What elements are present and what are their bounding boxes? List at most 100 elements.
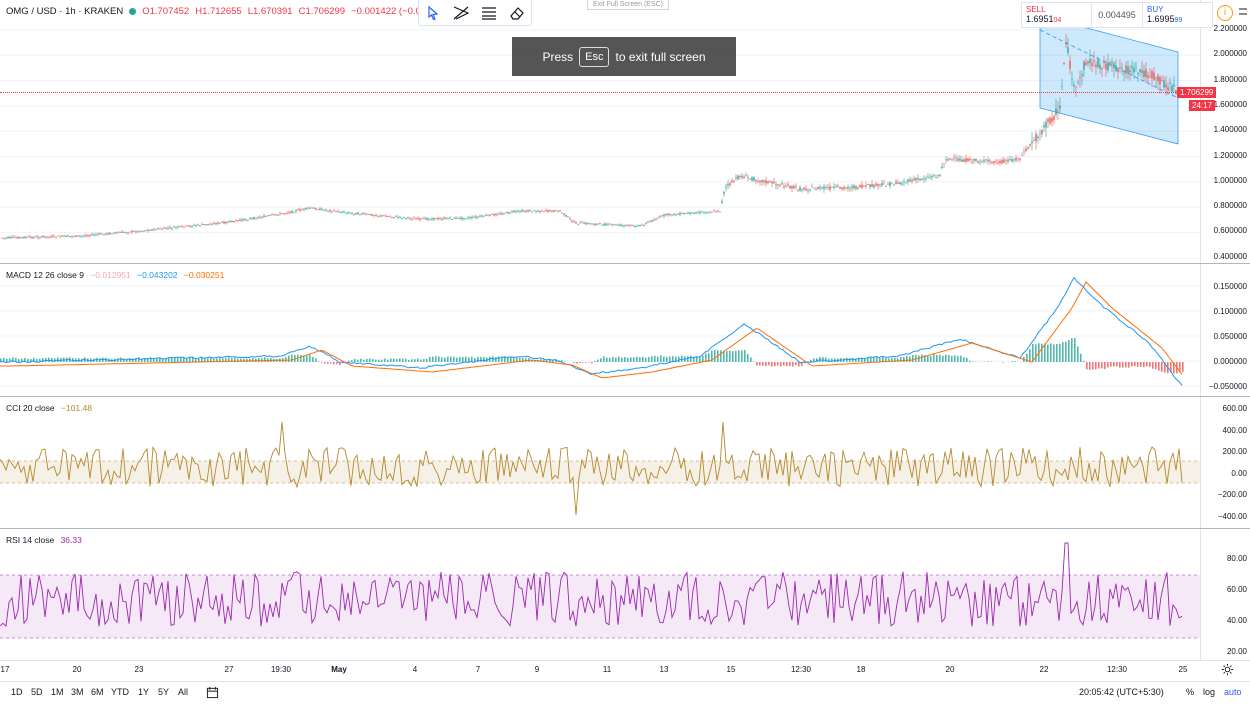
range-button-1d[interactable]: 1D [11,687,23,697]
candle-body [751,177,752,180]
candle-body [387,216,388,217]
macd-histogram-bar [315,358,317,362]
bottom-toolbar: 1D 5D 1M 3M 6M YTD 1Y 5Y All 20:05:42 (UTC+5:30)… [0,681,1250,704]
candle-body [9,237,10,238]
rsi-tick: 40.00 [1227,616,1247,625]
candle-body [505,212,506,213]
candle-body [747,177,748,178]
macd-histogram-bar [789,362,791,366]
sell-button[interactable]: SELL 1.695104 [1022,3,1092,27]
candle-body [455,218,456,219]
range-button-1m[interactable]: 1M [51,687,64,697]
candle-body [177,226,178,227]
range-button-3m[interactable]: 3M [71,687,84,697]
candle-body [579,223,580,224]
rsi-chart[interactable] [0,529,1200,660]
range-button-6m[interactable]: 6M [91,687,104,697]
candle-body [119,232,120,233]
macd-histogram-bar [312,357,314,362]
candle-body [1023,152,1024,153]
candle-body [151,229,152,230]
macd-histogram-bar [609,358,611,362]
candle-body [739,176,740,177]
fullscreen-banner: Press Esc to exit full screen [512,37,736,76]
macd-histogram-bar [450,357,452,362]
macd-histogram-bar [756,362,758,365]
cursor-tool-button[interactable] [419,0,447,25]
candle-body [1127,66,1128,73]
candle-body [1115,65,1116,71]
macd-histogram-bar [1116,362,1118,366]
candle-body [503,214,504,215]
candle-body [59,237,60,238]
macd-histogram-bar [846,358,848,362]
cci-pane[interactable]: CCI 20 close −101.48 [0,397,1200,528]
macd-histogram-bar [6,359,8,362]
candle-body [63,236,64,237]
clock-display[interactable]: 20:05:42 (UTC+5:30) [1079,687,1164,697]
candle-body [761,180,762,182]
cci-chart[interactable] [0,397,1200,528]
range-button-5d[interactable]: 5D [31,687,43,697]
macd-histogram-bar [1143,362,1145,367]
candle-body [1037,137,1038,139]
range-button-all[interactable]: All [178,687,188,697]
candle-body [219,223,220,224]
live-dot-icon [129,8,136,15]
macd-histogram-bar [747,354,749,362]
candle-body [231,221,232,222]
macd-histogram-bar [912,355,914,362]
percent-toggle[interactable]: % [1186,687,1194,697]
calendar-icon[interactable] [206,686,219,704]
candle-body [533,210,534,211]
cci-tick: −400.00 [1218,512,1247,521]
macd-histogram-bar [669,356,671,362]
minus-icon[interactable] [1238,7,1248,17]
candle-body [807,190,808,191]
gear-icon[interactable] [1221,663,1234,681]
candle-body [25,237,26,238]
candle-body [875,183,876,185]
candle-body [93,235,94,236]
eraser-tool-button[interactable] [503,0,531,25]
range-button-1y[interactable]: 1Y [138,687,149,697]
spread-value: 0.004495 [1092,3,1142,27]
candle-body [507,212,508,214]
candle-body [843,187,844,189]
rsi-pane[interactable]: RSI 14 close 36.33 [0,529,1200,660]
candle-body [55,237,56,238]
candle-body [99,234,100,235]
candle-body [951,159,952,160]
candle-body [851,187,852,189]
candle-body [1095,65,1096,67]
macd-histogram-bar [258,358,260,362]
macd-histogram-bar [1029,349,1031,362]
buy-button[interactable]: BUY 1.699599 [1142,3,1212,27]
symbol-title[interactable]: OMG / USD · 1h · KRAKEN [6,6,123,17]
banner-press: Press [542,50,573,64]
range-button-5y[interactable]: 5Y [158,687,169,697]
info-icon[interactable]: i [1217,5,1233,21]
range-button-ytd[interactable]: YTD [111,687,129,697]
macd-chart[interactable] [0,264,1200,396]
candle-body [61,236,62,237]
candle-body [771,182,772,184]
candle-body [557,211,558,212]
trend-tool-button[interactable] [447,0,475,25]
candle-body [611,224,612,225]
candle-body [1173,85,1174,86]
fib-tool-button[interactable] [475,0,503,25]
candle-body [443,218,444,219]
macd-pane[interactable]: MACD 12 26 close 9 −0.012951 −0.043202 −… [0,264,1200,396]
log-toggle[interactable]: log [1203,687,1215,697]
auto-toggle[interactable]: auto [1224,687,1242,697]
exit-fullscreen-hint[interactable]: Exit Full Screen (ESC) [587,0,669,10]
macd-histogram-bar [201,358,203,362]
candle-body [1129,70,1130,72]
macd-histogram-bar [765,362,767,366]
macd-histogram-bar [702,356,704,362]
